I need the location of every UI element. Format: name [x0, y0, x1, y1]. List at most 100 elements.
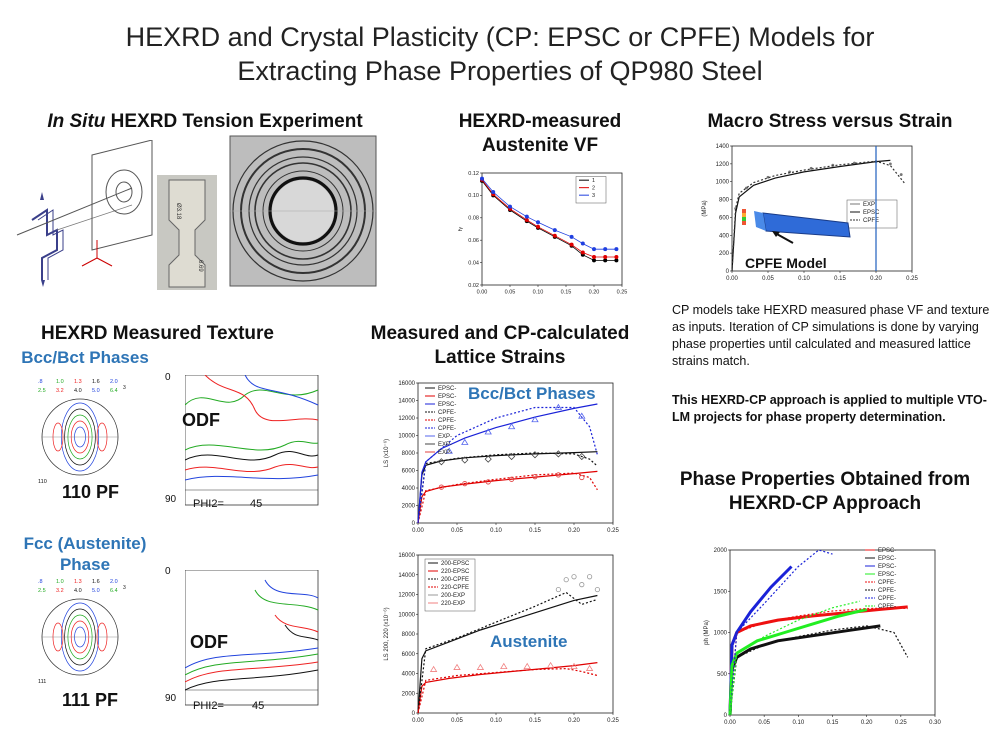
pf-legend-value: 1.0: [56, 379, 64, 385]
legend-label: 220-EPSC: [441, 569, 470, 575]
legend-label: EPSC-: [878, 572, 896, 578]
lattice-title-line2: Lattice Strains: [434, 347, 566, 368]
legend-label: CPFE-: [438, 426, 456, 432]
y-tick-label: 1000: [714, 631, 728, 637]
point-EXP: [889, 162, 892, 166]
odf2-label: ODF: [190, 632, 228, 652]
legend: EXP EPSC CPFE: [846, 199, 898, 229]
y-tick-label: 6000: [402, 469, 416, 475]
series-CPFE-blue: [417, 406, 598, 524]
y-tick-label: 0: [412, 711, 416, 717]
x-tick-label: 0.05: [451, 718, 463, 724]
point-EXP-red: [532, 474, 538, 480]
series-EPSC: [731, 159, 891, 272]
phase-props-chart: 0.00 0.05 0.10 0.15 0.20 0.25 0.30 0 500 1000 1500…: [704, 548, 941, 726]
y-tick-label: 14000: [398, 573, 415, 579]
point-2: [603, 255, 608, 259]
point-EXP-black: [531, 451, 539, 459]
pf-legend-value: 5.0: [92, 388, 100, 394]
series-200-CPFE: [417, 591, 598, 714]
legend: EPSC- EPSC- EPSC- EPSC- CPFE- CPFE- CPFE- CPFE-: [865, 548, 896, 610]
y-tick-label: 1400: [716, 144, 730, 150]
pf110-label: 110 PF: [62, 482, 120, 502]
y-tick-label: 600: [719, 215, 730, 221]
point-3: [508, 204, 512, 209]
legend-label: EXP-: [438, 442, 452, 448]
x-tick-label: 0.25: [906, 276, 918, 282]
y-tick-label: 2000: [402, 504, 416, 510]
point-220-EXP: [585, 664, 594, 671]
phase-props-title-line1: Phase Properties Obtained from: [679, 469, 971, 490]
odf-contour: [185, 474, 319, 481]
point-EXP-blue: [445, 447, 453, 454]
y-tick-label: 500: [717, 672, 728, 678]
point-220-EXP: [453, 663, 461, 670]
pf-legend-value: 4.0: [74, 388, 82, 394]
series-EPSC-green: [728, 607, 868, 716]
plot-frame: [731, 145, 913, 272]
pf-legend-value: 6.4: [110, 588, 118, 594]
y-tick-label: 0.06: [468, 238, 479, 244]
experiment-title: In Situ HEXRD Tension Experiment: [40, 110, 370, 134]
legend-label: CPFE-: [438, 410, 456, 416]
y-tick-label: 12000: [398, 593, 415, 599]
legend-label: CPFE-: [878, 596, 896, 602]
x-tick-label: 0.25: [895, 720, 907, 726]
description-para2: This HEXRD-CP approach is applied to mul…: [672, 393, 987, 424]
y-tick-label: 0.02: [468, 283, 479, 289]
beam-line: [16, 187, 133, 236]
cpfe-model-label: CPFE Model: [745, 255, 827, 271]
x-tick-label: 0.15: [529, 718, 541, 724]
odf-contour: [244, 375, 319, 406]
odf-contour: [254, 589, 319, 611]
point-3: [491, 190, 496, 195]
y-tick-label: 0.10: [468, 193, 479, 199]
y-tick-label: 0: [412, 521, 416, 527]
y-tick-label: 0.08: [468, 216, 479, 222]
point-EXP-red: [485, 479, 491, 485]
point-220-EXP: [546, 661, 555, 668]
legend-box: [575, 176, 607, 204]
x-tick-label: 0.30: [929, 720, 941, 726]
x-tick-label: 0.20: [589, 290, 600, 296]
point-3: [552, 228, 557, 233]
texture-title: HEXRD Measured Texture: [41, 323, 274, 344]
y-tick-label: 400: [719, 233, 730, 239]
series-CPFE-blue: [729, 549, 833, 716]
axes-triad-icon: [81, 240, 113, 267]
pf-legend-value: 1.6: [92, 379, 100, 385]
point-EXP-black: [437, 458, 445, 466]
legend-label: EPSC-: [438, 394, 456, 400]
point-200-EXP: [594, 586, 600, 593]
lattice-bcc-chart: 0.00 0.05 0.10 0.15 0.20 0.25 0 2000 4000 6000 800…: [383, 381, 619, 534]
y-axis-label: LS (x10⁻⁶): [383, 439, 390, 467]
legend-label: EXP-: [438, 450, 452, 456]
point-220-EXP: [429, 665, 438, 672]
point-EXP-red: [555, 472, 561, 478]
y-tick-label: 0: [724, 713, 728, 719]
pf-legend-value: 2.5: [38, 388, 46, 394]
point-EXP-black: [554, 450, 562, 458]
odf-contour: [185, 463, 319, 473]
legend-label: 220-CPFE: [441, 585, 469, 591]
point-3: [480, 176, 484, 181]
y-tick-label: 2000: [714, 548, 728, 554]
vf-title: HEXRD-measured Austenite VF: [440, 110, 640, 158]
odf-contour: [284, 624, 319, 641]
odf1-label: ODF: [182, 410, 220, 430]
pf-legend-value: 3.2: [56, 388, 64, 394]
phase-props-title: Phase Properties Obtained from HEXRD-CP …: [665, 468, 985, 516]
y-axis-label: fγ: [458, 227, 464, 232]
vf-title-line1: HEXRD-measured: [458, 111, 622, 132]
series-CPFE: [731, 160, 906, 272]
odf-contour: [185, 661, 319, 683]
experiment-title-rest: HEXRD Tension Experiment: [105, 111, 363, 132]
legend-label: CPFE: [863, 218, 879, 224]
x-tick-label: 0.15: [827, 720, 839, 726]
y-tick-label: 4000: [402, 672, 416, 678]
odf1-axis-bottom: 90: [165, 494, 177, 505]
point-3: [536, 220, 540, 225]
legend: 200-EPSC 220-EPSC 200-CPFE 220-CPFE 200-EXP 2…: [424, 558, 476, 612]
point-EXP-black: [508, 452, 516, 461]
legend-label: CPFE-: [438, 418, 456, 424]
